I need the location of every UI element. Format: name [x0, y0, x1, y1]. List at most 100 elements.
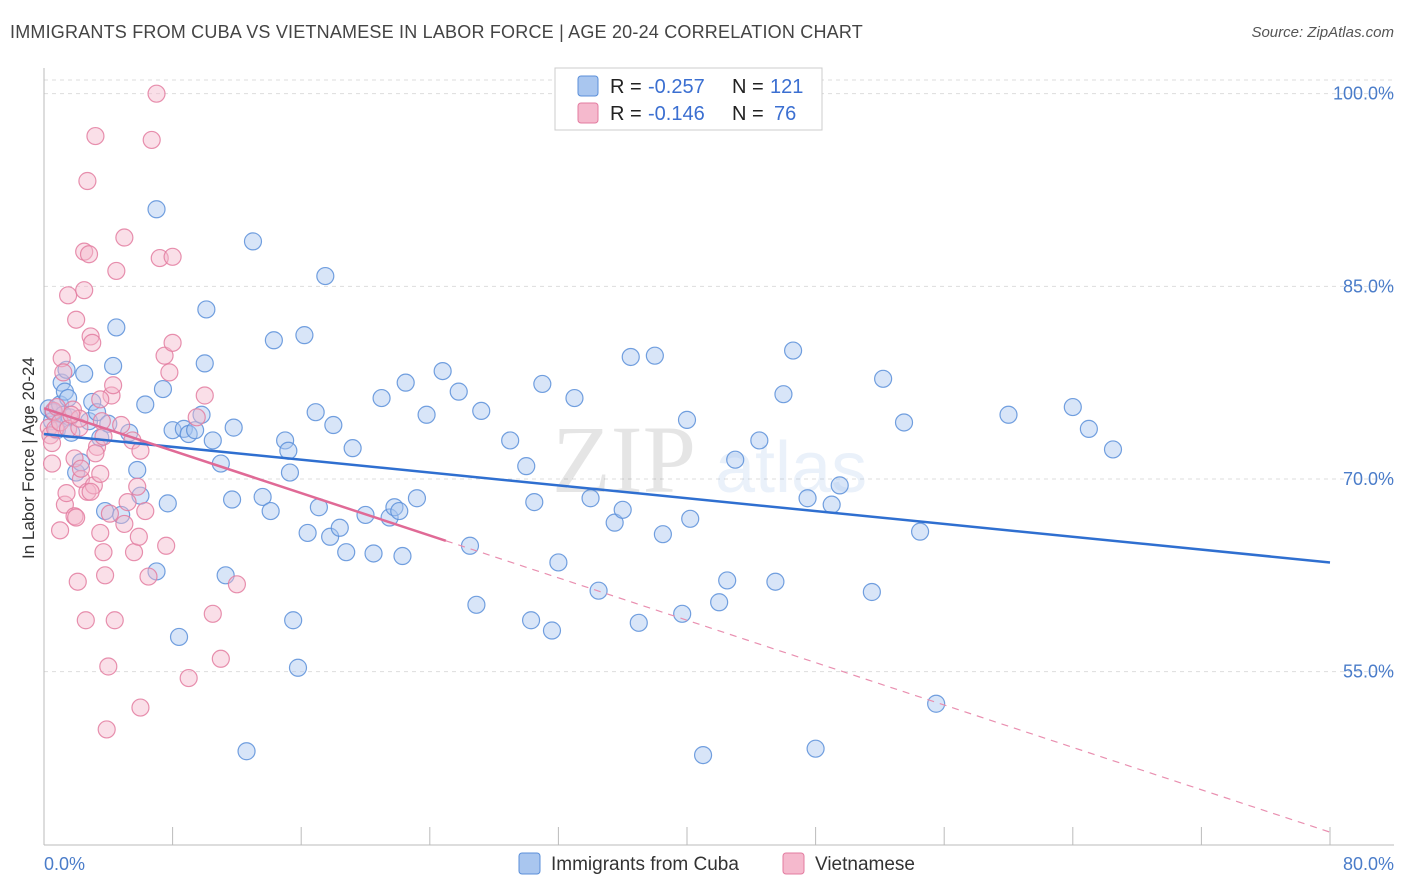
y-axis-label: In Labor Force | Age 20-24 — [19, 357, 38, 559]
data-point-cuba — [128, 460, 147, 480]
data-point-vietnamese — [95, 566, 115, 585]
data-point-cuba — [565, 388, 584, 408]
data-point-vietnamese — [78, 171, 97, 191]
data-point-vietnamese — [128, 477, 147, 496]
data-point-cuba — [605, 513, 624, 532]
data-point-vietnamese — [97, 720, 116, 739]
data-points — [39, 84, 1123, 765]
data-point-cuba — [467, 595, 486, 614]
data-point-vietnamese — [150, 248, 169, 268]
data-point-cuba — [192, 405, 211, 424]
data-point-vietnamese — [163, 333, 182, 352]
data-point-cuba — [417, 405, 436, 424]
data-point-cuba — [276, 431, 295, 450]
data-point-vietnamese — [71, 459, 91, 478]
data-point-vietnamese — [94, 543, 113, 562]
data-point-vietnamese — [86, 126, 105, 146]
y-tick-label: 55.0% — [1343, 662, 1394, 682]
data-point-cuba — [830, 476, 849, 495]
data-point-cuba — [288, 658, 308, 677]
data-point-cuba — [107, 318, 126, 337]
data-point-vietnamese — [118, 492, 137, 512]
trend-line-vietnamese-dashed — [445, 540, 1331, 833]
data-point-cuba — [449, 382, 468, 401]
data-point-cuba — [372, 388, 391, 408]
data-point-cuba — [203, 431, 222, 450]
data-point-vietnamese — [54, 363, 73, 382]
data-point-vietnamese — [86, 444, 105, 463]
data-point-cuba — [774, 385, 793, 404]
data-point-vietnamese — [129, 527, 148, 546]
data-point-cuba — [253, 487, 272, 507]
data-point-vietnamese — [75, 242, 94, 261]
data-point-cuba — [396, 373, 415, 392]
data-point-vietnamese — [139, 567, 158, 586]
data-point-vietnamese — [81, 482, 100, 501]
data-point-cuba — [533, 374, 552, 394]
data-point-vietnamese — [79, 245, 99, 264]
data-point-cuba — [472, 401, 491, 421]
y-tick-labels: 100.0% 85.0% 70.0% 55.0% — [1333, 84, 1394, 682]
legend-n-value-cuba: 121 — [770, 76, 803, 98]
data-point-cuba — [645, 346, 664, 365]
data-point-vietnamese — [105, 611, 124, 630]
data-point-cuba — [549, 553, 568, 572]
data-point-cuba — [677, 410, 697, 429]
data-point-cuba — [710, 593, 729, 612]
watermark: ZIP atlas — [552, 406, 867, 513]
data-point-vietnamese — [50, 521, 70, 540]
data-point-vietnamese — [131, 698, 150, 717]
data-point-vietnamese — [57, 484, 76, 503]
data-point-cuba — [295, 326, 314, 345]
data-point-vietnamese — [187, 408, 206, 427]
data-point-cuba — [390, 501, 409, 521]
data-point-vietnamese — [131, 441, 150, 460]
data-point-cuba — [243, 232, 263, 251]
legend-box — [554, 67, 823, 131]
chart-title: IMMIGRANTS FROM CUBA VS VIETNAMESE IN LA… — [10, 22, 863, 42]
data-point-vietnamese — [179, 668, 198, 688]
trend-line-cuba — [43, 432, 1331, 564]
data-point-vietnamese — [211, 649, 230, 668]
data-point-vietnamese — [155, 346, 174, 365]
data-point-vietnamese — [142, 130, 161, 150]
x-ticks — [43, 827, 1331, 845]
data-point-vietnamese — [147, 84, 166, 103]
data-point-cuba — [525, 492, 544, 512]
data-point-cuba — [581, 489, 600, 508]
data-point-cuba — [197, 300, 216, 319]
data-point-cuba — [316, 266, 335, 286]
data-point-vietnamese — [52, 349, 71, 368]
data-point-cuba — [910, 522, 930, 541]
data-point-cuba — [927, 694, 946, 713]
chart-source: Source: ZipAtlas.com — [1251, 24, 1394, 41]
data-point-cuba — [1063, 397, 1082, 417]
data-point-cuba — [521, 611, 541, 630]
trend-line-vietnamese — [43, 407, 447, 542]
data-point-cuba — [673, 604, 692, 623]
data-point-cuba — [136, 395, 155, 414]
data-point-vietnamese — [163, 247, 182, 266]
data-point-cuba — [264, 331, 283, 350]
data-point-cuba — [280, 463, 300, 482]
data-point-cuba — [542, 621, 562, 640]
data-point-vietnamese — [76, 611, 95, 630]
data-point-cuba — [195, 354, 214, 373]
data-point-vietnamese — [67, 508, 86, 527]
x-tick-label-max: 80.0% — [1343, 854, 1394, 874]
data-point-cuba — [501, 431, 520, 450]
data-point-vietnamese — [42, 454, 62, 473]
data-point-cuba — [153, 379, 173, 399]
data-point-cuba — [629, 613, 648, 632]
data-point-vietnamese — [65, 449, 84, 468]
data-point-cuba — [681, 509, 700, 528]
data-point-cuba — [147, 200, 166, 219]
bottom-legend-swatch-cuba — [518, 852, 541, 875]
data-point-cuba — [237, 742, 256, 761]
legend-n-label-vietnamese: N = — [732, 103, 764, 125]
data-point-cuba — [726, 450, 745, 469]
data-point-cuba — [798, 489, 817, 508]
data-point-cuba — [750, 431, 769, 450]
data-point-vietnamese — [39, 418, 58, 437]
